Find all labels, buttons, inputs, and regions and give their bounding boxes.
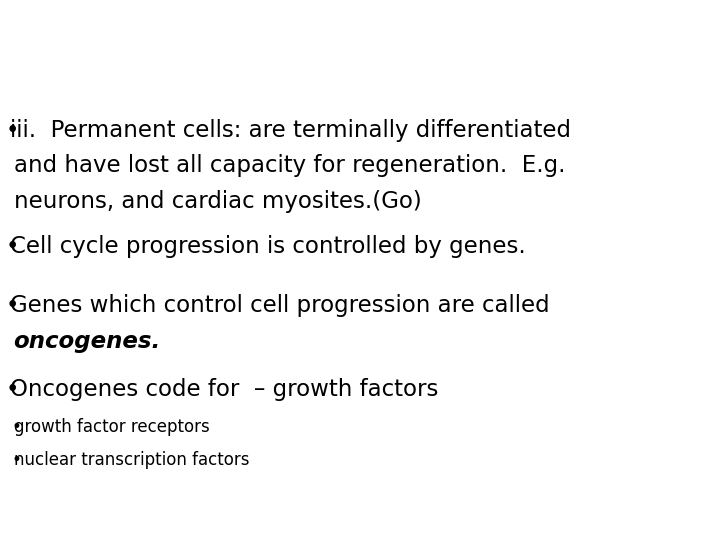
Text: and have lost all capacity for regeneration.  E.g.: and have lost all capacity for regenerat… bbox=[14, 154, 565, 177]
Text: •: • bbox=[6, 119, 19, 142]
Text: •: • bbox=[6, 294, 19, 318]
Text: neurons, and cardiac myosites.(Go): neurons, and cardiac myosites.(Go) bbox=[14, 190, 421, 213]
Text: Genes which control cell progression are called: Genes which control cell progression are… bbox=[9, 294, 549, 318]
Text: oncogenes.: oncogenes. bbox=[14, 330, 161, 353]
Text: •: • bbox=[6, 235, 19, 258]
Text: •: • bbox=[12, 451, 22, 469]
Text: growth factor receptors: growth factor receptors bbox=[14, 418, 210, 436]
Text: •: • bbox=[12, 418, 22, 436]
Text: iii.  Permanent cells: are terminally differentiated: iii. Permanent cells: are terminally dif… bbox=[9, 119, 570, 142]
Text: nuclear transcription factors: nuclear transcription factors bbox=[14, 451, 250, 469]
Text: Cell cycle progression is controlled by genes.: Cell cycle progression is controlled by … bbox=[9, 235, 526, 258]
Text: •: • bbox=[6, 378, 19, 401]
Text: Oncogenes code for  – growth factors: Oncogenes code for – growth factors bbox=[9, 378, 438, 401]
